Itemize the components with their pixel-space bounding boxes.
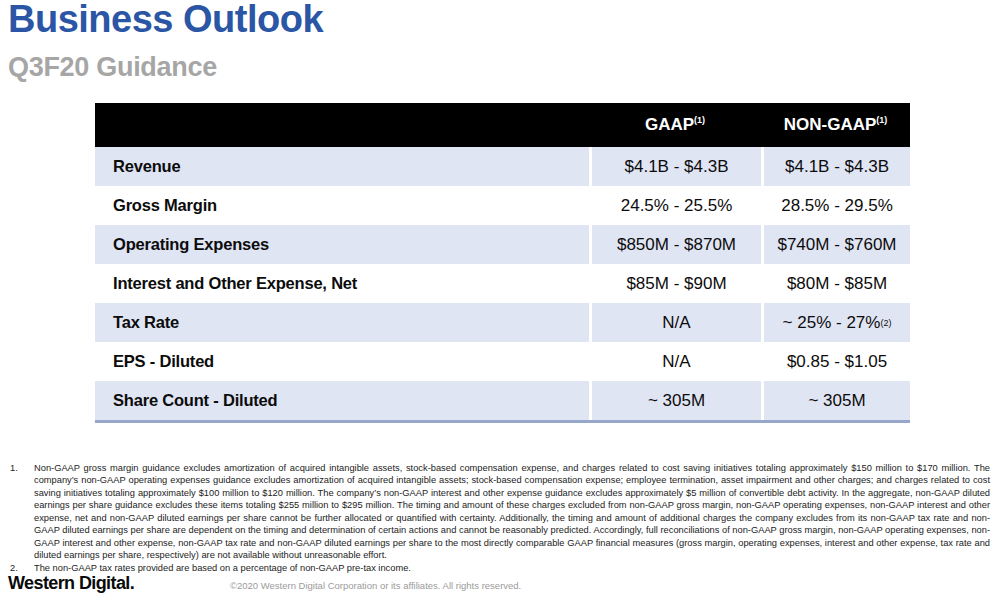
footnote-text: Non-GAAP gross margin guidance excludes … [34,462,990,562]
page-title: Business Outlook [8,0,323,41]
western-digital-logo: Western Digital. [8,573,134,594]
page-subtitle: Q3F20 Guidance [8,52,217,83]
header-non-gaap: NON-GAAP(1) [761,115,910,135]
guidance-table: GAAP(1) NON-GAAP(1) Revenue $4.1B - $4.3… [95,103,910,423]
table-row: EPS - Diluted N/A $0.85 - $1.05 [95,342,910,381]
row-gaap-value: $85M - $90M [589,264,761,303]
row-gaap-value: 24.5% - 25.5% [589,186,761,225]
row-label: Tax Rate [95,313,589,332]
row-non-gaap-value: ~ 305M [761,381,910,420]
row-label: Share Count - Diluted [95,391,589,410]
row-non-gaap-value: $740M - $760M [761,225,910,264]
row-gaap-value: $4.1B - $4.3B [589,147,761,186]
row-gaap-value: N/A [589,303,761,342]
table-row: Operating Expenses $850M - $870M $740M -… [95,225,910,264]
footnotes: 1. Non-GAAP gross margin guidance exclud… [10,462,990,574]
header-non-gaap-label: NON-GAAP [784,115,877,134]
row-non-gaap-value: 28.5% - 29.5% [761,186,910,225]
row-label: Interest and Other Expense, Net [95,274,589,293]
footnote-2: 2. The non-GAAP tax rates provided are b… [10,562,990,574]
table-row: Gross Margin 24.5% - 25.5% 28.5% - 29.5% [95,186,910,225]
row-non-gaap-value: $4.1B - $4.3B [761,147,910,186]
row-non-gaap-value-text: ~ 25% - 27% [783,313,881,333]
footnote-text: The non-GAAP tax rates provided are base… [34,562,990,574]
header-non-gaap-superscript: (1) [876,115,887,125]
footnote-1: 1. Non-GAAP gross margin guidance exclud… [10,462,990,562]
footnote-number: 1. [10,462,34,562]
row-non-gaap-value: $80M - $85M [761,264,910,303]
table-row: Interest and Other Expense, Net $85M - $… [95,264,910,303]
row-label: Operating Expenses [95,235,589,254]
table-row: Share Count - Diluted ~ 305M ~ 305M [95,381,910,420]
header-gaap-superscript: (1) [694,115,705,125]
row-gaap-value: N/A [589,342,761,381]
row-non-gaap-value: ~ 25% - 27%(2) [761,303,910,342]
row-non-gaap-value: $0.85 - $1.05 [761,342,910,381]
row-gaap-value: ~ 305M [589,381,761,420]
table-row: Revenue $4.1B - $4.3B $4.1B - $4.3B [95,147,910,186]
table-header-row: GAAP(1) NON-GAAP(1) [95,103,910,147]
table-body: Revenue $4.1B - $4.3B $4.1B - $4.3B Gros… [95,147,910,423]
row-label: Revenue [95,157,589,176]
row-label: Gross Margin [95,196,589,215]
table-row: Tax Rate N/A ~ 25% - 27%(2) [95,303,910,342]
copyright-text: ©2020 Western Digital Corporation or its… [230,580,521,591]
row-label: EPS - Diluted [95,352,589,371]
row-gaap-value: $850M - $870M [589,225,761,264]
header-gaap-label: GAAP [645,115,694,134]
header-gaap: GAAP(1) [589,115,761,135]
